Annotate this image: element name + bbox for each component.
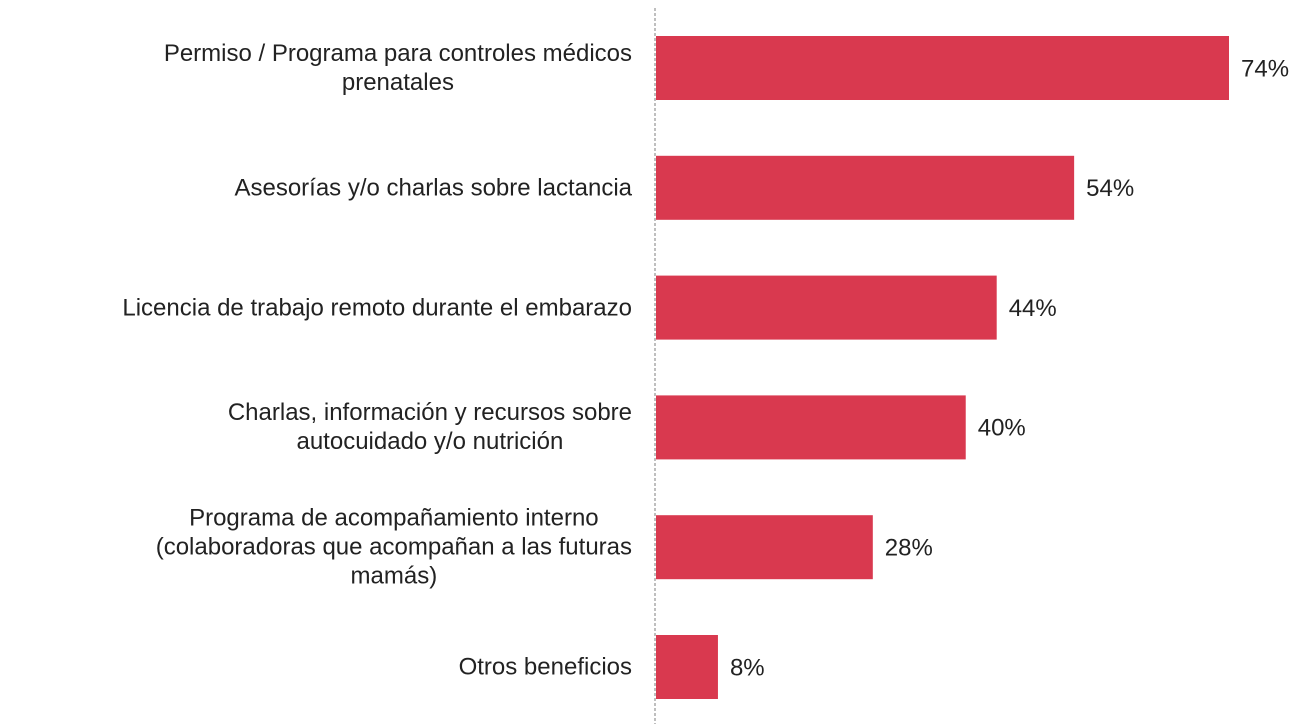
bar xyxy=(656,395,966,460)
bar xyxy=(656,515,873,580)
bar xyxy=(656,275,997,340)
value-label: 8% xyxy=(730,654,765,681)
category-label: Programa de acompañamiento interno (cola… xyxy=(155,504,632,590)
category-label: Licencia de trabajo remoto durante el em… xyxy=(122,294,632,322)
value-label: 54% xyxy=(1086,175,1134,202)
bar xyxy=(656,36,1229,100)
bar xyxy=(656,155,1075,220)
category-label: Charlas, información y recursos sobre au… xyxy=(227,399,632,456)
value-label: 74% xyxy=(1241,55,1289,82)
category-label: Asesorías y/o charlas sobre lactancia xyxy=(234,174,632,202)
value-label: 40% xyxy=(978,415,1026,442)
value-label: 44% xyxy=(1009,295,1057,322)
bar xyxy=(656,635,718,699)
category-label: Otros beneficios xyxy=(458,653,632,681)
category-label: Permiso / Programa para controles médico… xyxy=(163,40,632,96)
value-label: 28% xyxy=(885,535,933,562)
